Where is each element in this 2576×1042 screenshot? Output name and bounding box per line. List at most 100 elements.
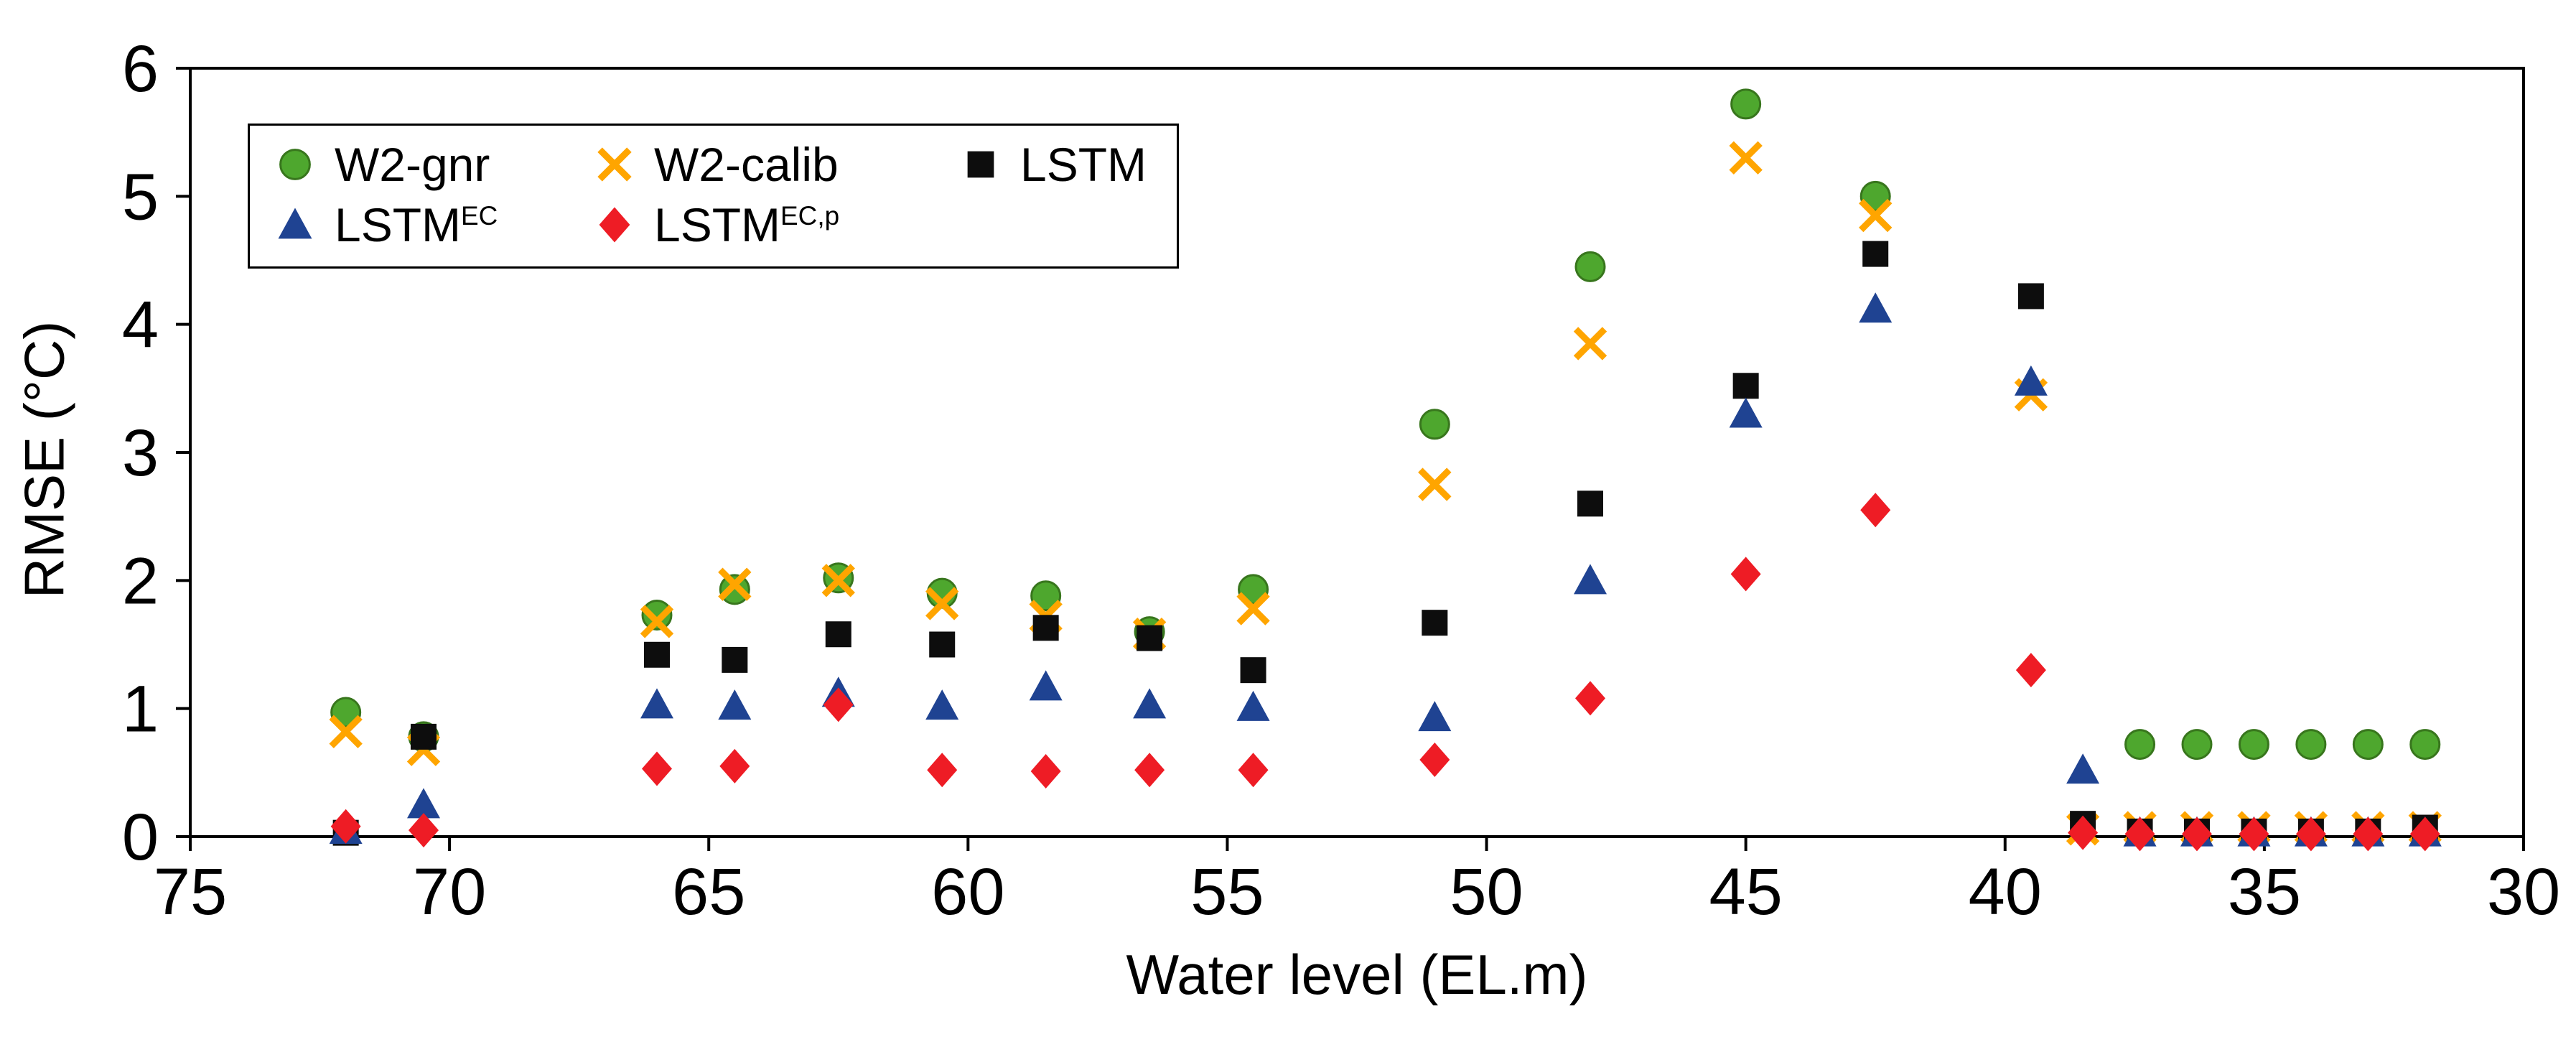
legend-label-w2-calib: W2-calib	[654, 138, 839, 191]
w2-calib-marker	[597, 147, 632, 182]
legend-label-superscript: EC,p	[780, 201, 840, 231]
legend: W2-gnr W2-calib LSTM LSTMEC LSTMEC,p	[248, 124, 1180, 269]
lstm-ecp-marker	[599, 207, 630, 243]
point-lstm-ec	[1418, 701, 1452, 732]
point-w2-calib	[1729, 141, 1763, 175]
point-lstm-ec	[1029, 670, 1063, 701]
point-lstm	[1137, 625, 1163, 651]
y-tick-label: 4	[122, 289, 159, 362]
point-lstm-ecp	[927, 753, 958, 788]
y-tick-label: 3	[122, 417, 159, 490]
point-lstm-ecp	[2124, 817, 2155, 852]
legend-item-lstm: LSTM	[961, 137, 1147, 192]
legend-item-w2-calib: W2-calib	[595, 137, 961, 192]
lstm-marker-icon	[967, 151, 994, 178]
w2-gnr-marker-icon	[279, 149, 311, 180]
point-w2-calib	[329, 715, 363, 748]
point-lstm-ecp	[1419, 743, 1450, 777]
x-tick-label: 65	[672, 855, 745, 929]
point-lstm-ecp	[330, 809, 361, 844]
point-lstm-ecp	[1730, 557, 1761, 592]
point-lstm-ec	[718, 689, 752, 720]
point-lstm-ec	[2066, 753, 2100, 784]
point-w2-gnr	[2409, 729, 2441, 760]
point-lstm-ec	[1133, 688, 1167, 719]
legend-label-lstm: LSTM	[1020, 138, 1147, 191]
point-lstm	[722, 646, 748, 673]
lstm-ec-marker-icon	[278, 208, 312, 239]
x-tick-label: 40	[1969, 855, 2042, 929]
point-lstm-ecp	[823, 687, 854, 722]
point-lstm-ecp	[2353, 817, 2384, 852]
x-axis-title: Water level (EL.m)	[1126, 943, 1588, 1006]
point-lstm	[1862, 241, 1889, 267]
legend-row: LSTMEC LSTMEC,p	[276, 197, 1147, 252]
point-lstm-ecp	[1238, 753, 1269, 788]
point-w2-gnr	[719, 574, 750, 605]
point-w2-calib	[821, 564, 855, 597]
point-lstm	[644, 641, 670, 668]
point-lstm-ecp	[2015, 653, 2046, 688]
x-tick-label: 45	[1709, 855, 1782, 929]
lstm-marker	[967, 151, 994, 178]
point-w2-gnr	[2352, 729, 2384, 760]
point-lstm-ecp	[1134, 753, 1165, 788]
point-lstm-ec	[1574, 564, 1607, 595]
point-lstm-ec	[1236, 690, 1270, 721]
legend-row: W2-gnr W2-calib LSTM	[276, 137, 1147, 192]
point-lstm	[1732, 373, 1759, 399]
point-lstm-ecp	[2239, 817, 2269, 852]
y-tick-label: 5	[122, 160, 159, 233]
point-lstm-ecp	[2068, 815, 2099, 850]
point-w2-gnr	[2181, 729, 2213, 760]
point-lstm-ec	[1859, 292, 1893, 323]
point-lstm-ec	[407, 788, 440, 819]
point-lstm-ecp	[2409, 817, 2440, 852]
x-tick-label: 70	[413, 855, 486, 929]
w2-gnr-marker	[279, 149, 311, 180]
point-w2-gnr	[641, 599, 673, 631]
point-w2-calib	[718, 567, 752, 601]
x-tick-label: 50	[1450, 855, 1523, 929]
x-tick-label: 30	[2487, 855, 2560, 929]
point-lstm-ec	[640, 688, 673, 719]
point-lstm	[929, 631, 956, 658]
point-lstm-ecp	[1030, 754, 1061, 789]
legend-item-lstm-ec: LSTMEC	[276, 197, 595, 252]
point-w2-gnr	[2238, 729, 2269, 760]
legend-label-lstm-ec: LSTMEC	[335, 198, 498, 251]
point-w2-gnr	[1730, 88, 1762, 120]
lstm-ec-marker	[278, 208, 312, 239]
legend-item-w2-gnr: W2-gnr	[276, 137, 595, 192]
point-lstm-ec	[1729, 397, 1763, 428]
point-lstm-ec	[925, 689, 959, 720]
y-tick-label: 2	[122, 544, 159, 618]
point-lstm-ecp	[409, 813, 439, 848]
x-tick-label: 75	[154, 855, 227, 929]
x-tick-label: 55	[1190, 855, 1264, 929]
y-axis-title: RMSE (°C)	[12, 320, 76, 599]
point-lstm	[1240, 657, 1266, 684]
point-lstm	[1577, 490, 1603, 517]
point-w2-calib	[1573, 327, 1607, 360]
legend-label-superscript: EC	[461, 201, 498, 231]
point-lstm-ecp	[2295, 817, 2326, 852]
point-w2-calib	[1859, 198, 1893, 233]
point-w2-calib	[640, 605, 674, 638]
point-w2-gnr	[2295, 729, 2327, 760]
point-lstm-ecp	[1860, 493, 1891, 528]
x-tick-label: 35	[2228, 855, 2301, 929]
point-lstm	[825, 621, 851, 648]
point-lstm-ec	[2014, 365, 2048, 396]
point-w2-calib	[925, 587, 959, 620]
point-w2-gnr	[1238, 574, 1269, 605]
point-lstm	[1032, 615, 1059, 641]
point-w2-gnr	[1574, 251, 1606, 282]
point-w2-gnr	[1030, 580, 1062, 612]
point-lstm-ecp	[719, 748, 750, 783]
y-tick-label: 0	[122, 801, 159, 874]
legend-label-w2-gnr: W2-gnr	[335, 138, 490, 191]
y-tick-label: 6	[122, 32, 159, 106]
